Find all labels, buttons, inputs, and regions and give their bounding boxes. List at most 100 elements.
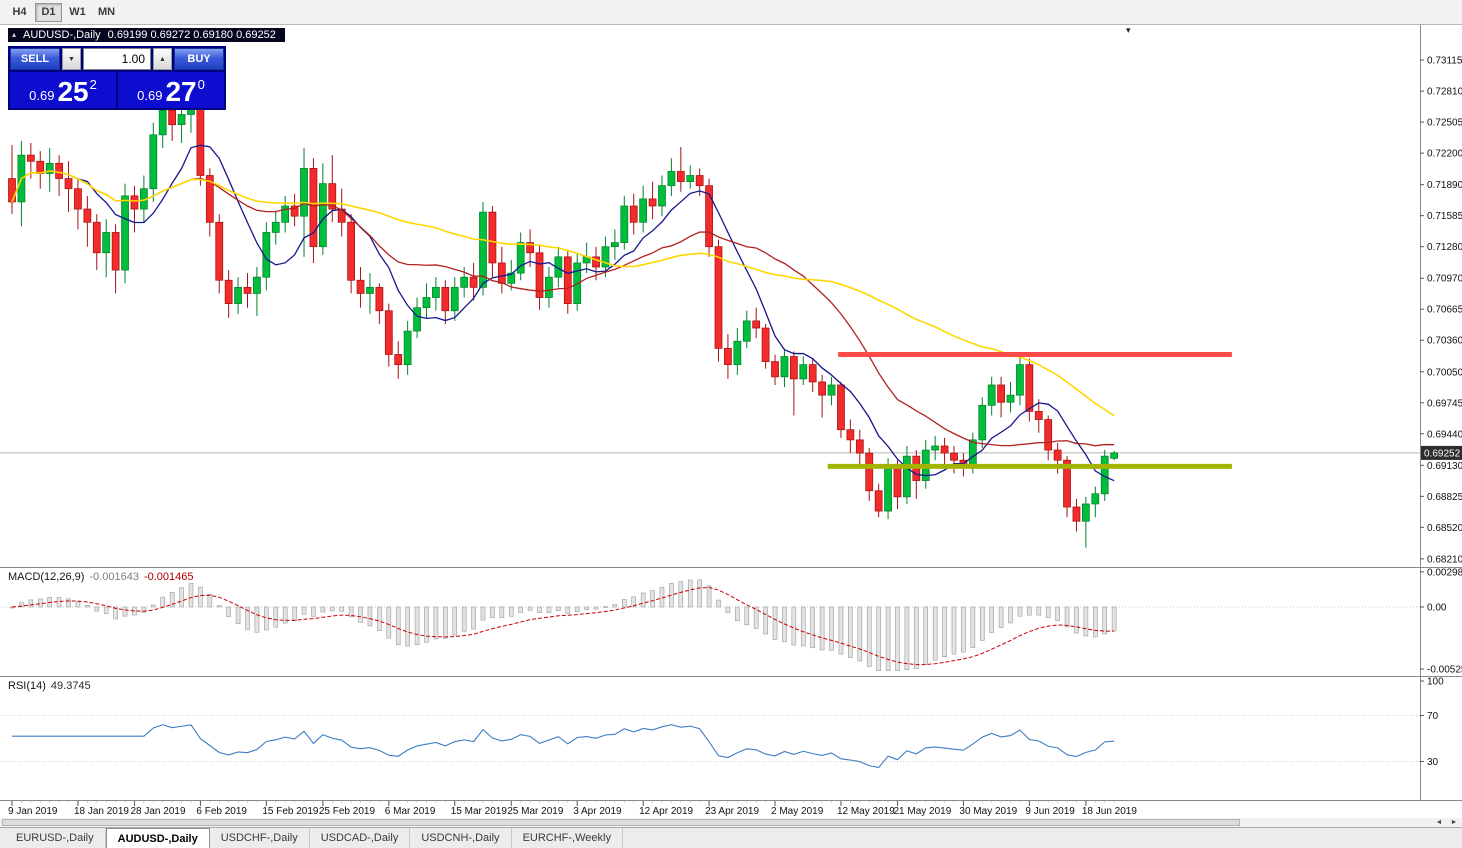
rsi-indicator-label: RSI(14) 49.3745 (8, 680, 96, 692)
buy-price-display: 0.69 27 0 (118, 72, 224, 108)
buy-button[interactable]: BUY (174, 48, 224, 70)
timeframe-button-mn[interactable]: MN (97, 6, 116, 18)
trade-prices-row: 0.69 25 2 0.69 27 0 (10, 72, 224, 108)
scroll-right-icon[interactable]: ► (1450, 819, 1458, 826)
svg-text:6 Feb 2019: 6 Feb 2019 (196, 806, 247, 817)
moving-averages (11, 144, 1115, 482)
candlesticks (8, 97, 1119, 548)
svg-text:18 Jun 2019: 18 Jun 2019 (1082, 806, 1137, 817)
svg-text:0.70360: 0.70360 (1427, 336, 1462, 347)
timeframe-buttons: H4 D1 W1 MN (6, 2, 120, 22)
buy-price-main: 0.69 (137, 88, 163, 103)
price-axis[interactable]: 0.73115 0.72810 0.72505 0.72200 0.71890 0.715… (1420, 56, 1462, 566)
svg-text:9 Jun 2019: 9 Jun 2019 (1025, 806, 1075, 817)
svg-text:0.002984: 0.002984 (1427, 567, 1462, 578)
timeframe-button-h4[interactable]: H4 (12, 6, 27, 18)
tab-eurchf-weekly[interactable]: EURCHF-,Weekly (512, 828, 623, 848)
svg-text:21 May 2019: 21 May 2019 (893, 806, 951, 817)
svg-text:18 Jan 2019: 18 Jan 2019 (74, 806, 129, 817)
svg-text:25 Mar 2019: 25 Mar 2019 (507, 806, 564, 817)
rsi-value: 49.3745 (50, 680, 91, 692)
scrollbar-thumb[interactable] (2, 819, 1240, 826)
svg-text:12 Apr 2019: 12 Apr 2019 (639, 806, 693, 817)
svg-text:0.71585: 0.71585 (1427, 211, 1462, 222)
bottom-tabbar: EURUSD-,Daily AUDUSD-,Daily USDCHF-,Daily U… (0, 827, 1462, 848)
svg-text:6 Mar 2019: 6 Mar 2019 (385, 806, 436, 817)
svg-text:0.70665: 0.70665 (1427, 305, 1462, 316)
svg-text:70: 70 (1427, 711, 1439, 722)
scroll-left-icon[interactable]: ◄ (1435, 819, 1443, 826)
tab-usdcad-daily[interactable]: USDCAD-,Daily (310, 828, 411, 848)
chart-symbol-label: AUDUSD-,Daily (23, 29, 101, 41)
svg-text:0.00: 0.00 (1427, 603, 1447, 614)
svg-text:0.70970: 0.70970 (1427, 274, 1462, 285)
svg-text:0.68210: 0.68210 (1427, 554, 1462, 565)
svg-text:0.71280: 0.71280 (1427, 242, 1462, 253)
svg-text:9 Jan 2019: 9 Jan 2019 (8, 806, 58, 817)
svg-text:30 May 2019: 30 May 2019 (959, 806, 1017, 817)
rsi-line (12, 724, 1115, 769)
macd-value-signal: -0.001465 (143, 571, 194, 583)
macd-name: MACD(12,26,9) (8, 571, 85, 583)
macd-axis: 0.002984 0.00 -0.005256 (1420, 567, 1462, 676)
svg-text:2 May 2019: 2 May 2019 (771, 806, 824, 817)
volume-decrease-button[interactable]: ▼ (62, 48, 81, 70)
sell-price-pips: 25 (57, 76, 89, 108)
macd-signal-line (11, 586, 1115, 666)
trendlines (827, 351, 1232, 469)
svg-text:0.72810: 0.72810 (1427, 87, 1462, 98)
tab-usdchf-daily[interactable]: USDCHF-,Daily (210, 828, 310, 848)
svg-text:-0.005256: -0.005256 (1427, 665, 1462, 676)
svg-text:12 May 2019: 12 May 2019 (837, 806, 895, 817)
tab-audusd-daily[interactable]: AUDUSD-,Daily (105, 828, 210, 848)
volume-input[interactable] (83, 48, 151, 70)
current-price-tag: 0.69252 (1421, 445, 1462, 460)
svg-text:3 Apr 2019: 3 Apr 2019 (573, 806, 622, 817)
svg-text:0.73115: 0.73115 (1427, 56, 1462, 67)
sell-price-main: 0.69 (29, 88, 55, 103)
sell-button[interactable]: SELL (10, 48, 60, 70)
macd-histogram (9, 579, 1117, 672)
chart-dropdown-icon[interactable]: ▾ (1126, 25, 1131, 35)
svg-text:15 Mar 2019: 15 Mar 2019 (451, 806, 508, 817)
tab-usdcnh-daily[interactable]: USDCNH-,Daily (410, 828, 512, 848)
timeframe-button-w1[interactable]: W1 (69, 6, 86, 18)
svg-text:28 Jan 2019: 28 Jan 2019 (130, 806, 185, 817)
horizontal-scrollbar[interactable]: ◄ ► (0, 818, 1462, 827)
macd-value-main: -0.001643 (89, 571, 139, 583)
svg-text:0.69130: 0.69130 (1427, 461, 1462, 472)
volume-increase-button[interactable]: ▲ (153, 48, 172, 70)
pane-separators (0, 25, 1462, 801)
buy-price-point: 0 (197, 77, 205, 92)
svg-text:0.72505: 0.72505 (1427, 118, 1462, 129)
sell-price-display: 0.69 25 2 (10, 72, 116, 108)
timeframe-button-d1[interactable]: D1 (35, 2, 62, 22)
svg-text:23 Apr 2019: 23 Apr 2019 (705, 806, 759, 817)
svg-text:100: 100 (1427, 677, 1444, 688)
macd-indicator-label: MACD(12,26,9) -0.001643 -0.001465 (8, 571, 199, 583)
tab-eurusd-daily[interactable]: EURUSD-,Daily (5, 828, 106, 848)
svg-text:0.71890: 0.71890 (1427, 180, 1462, 191)
rsi-levels (0, 715, 1420, 762)
rsi-axis: 100 70 30 (1420, 677, 1444, 768)
sell-price-point: 2 (89, 77, 97, 92)
svg-text:25 Feb 2019: 25 Feb 2019 (319, 806, 376, 817)
svg-text:15 Feb 2019: 15 Feb 2019 (262, 806, 319, 817)
svg-text:0.69252: 0.69252 (1424, 448, 1461, 459)
chart-ohlc-values: 0.69199 0.69272 0.69180 0.69252 (107, 29, 276, 41)
svg-text:0.68520: 0.68520 (1427, 523, 1462, 534)
collapse-icon[interactable]: ▴ (12, 30, 17, 39)
chart-title-bar: ▴ AUDUSD-,Daily 0.69199 0.69272 0.69180 … (8, 28, 285, 42)
buy-price-pips: 27 (165, 76, 197, 108)
svg-text:0.72200: 0.72200 (1427, 149, 1462, 160)
svg-text:0.69440: 0.69440 (1427, 429, 1462, 440)
svg-text:0.70050: 0.70050 (1427, 367, 1462, 378)
timeframe-toolbar: H4 D1 W1 MN (0, 0, 1462, 25)
svg-text:0.68825: 0.68825 (1427, 492, 1462, 503)
time-axis[interactable]: 9 Jan 2019 18 Jan 2019 28 Jan 2019 6 Feb 20… (8, 801, 1137, 817)
svg-text:30: 30 (1427, 757, 1439, 768)
rsi-name: RSI(14) (8, 680, 46, 692)
one-click-trading-panel: SELL ▼ ▲ BUY 0.69 25 2 0.69 27 0 (8, 46, 226, 110)
trade-controls-row: SELL ▼ ▲ BUY (10, 48, 224, 70)
